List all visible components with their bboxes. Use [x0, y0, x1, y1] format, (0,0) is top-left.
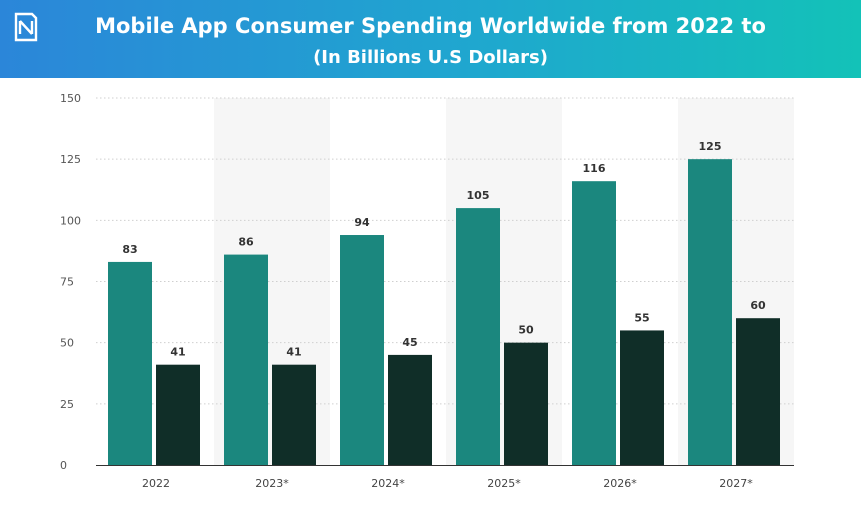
data-label: 50	[518, 324, 534, 337]
y-tick-label: 100	[60, 214, 81, 227]
bar-chart: 0 25 50 75 100 125 150 83 41 2022 86 41 2023* 94 45 202…	[60, 92, 794, 490]
chart-title: Mobile App Consumer Spending Worldwide f…	[95, 14, 766, 38]
data-label: 60	[750, 299, 766, 312]
bar-series-1	[224, 254, 268, 465]
bar-series-1	[572, 181, 616, 465]
data-label: 125	[699, 140, 722, 153]
brand-logo-icon	[14, 12, 38, 42]
y-tick-label: 75	[60, 276, 74, 289]
bar-series-2	[620, 330, 664, 465]
x-tick-label: 2025*	[487, 477, 521, 490]
chart-subtitle: (In Billions U.S Dollars)	[313, 47, 548, 68]
x-tick-label: 2024*	[371, 477, 405, 490]
data-label: 55	[634, 311, 649, 324]
x-tick-label: 2026*	[603, 477, 637, 490]
y-tick-label: 25	[60, 398, 74, 411]
y-tick-label: 150	[60, 92, 81, 105]
y-tick-label: 0	[60, 459, 67, 472]
chart-header: Mobile App Consumer Spending Worldwide f…	[0, 0, 861, 78]
data-label: 116	[583, 162, 606, 175]
data-label: 45	[402, 336, 417, 349]
x-tick-label: 2022	[142, 477, 170, 490]
bar-series-1	[688, 159, 732, 465]
data-label: 86	[238, 236, 254, 249]
data-label: 83	[122, 243, 137, 256]
data-label: 41	[286, 346, 301, 359]
bar-series-2	[156, 364, 200, 465]
bar-series-1	[340, 235, 384, 465]
y-tick-label: 50	[60, 337, 74, 350]
x-tick-label: 2023*	[255, 477, 289, 490]
data-label: 105	[467, 189, 490, 202]
bar-series-1	[108, 261, 152, 465]
x-tick-label: 2027*	[719, 477, 753, 490]
y-tick-label: 125	[60, 153, 81, 166]
data-label: 94	[354, 216, 370, 229]
bar-series-2	[272, 364, 316, 465]
bar-series-2	[504, 342, 548, 465]
bar-series-1	[456, 208, 500, 465]
data-label: 41	[170, 346, 185, 359]
bar-series-2	[736, 318, 780, 465]
bar-series-2	[388, 354, 432, 465]
